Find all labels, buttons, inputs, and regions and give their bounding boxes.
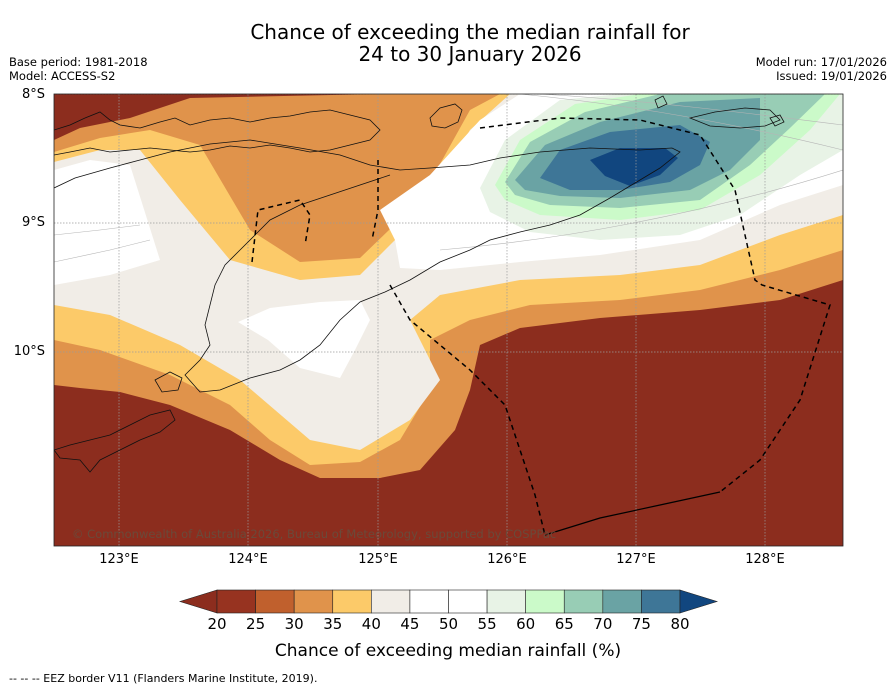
colorbar-tick-40: 40 xyxy=(361,615,381,633)
colorbar-tick-55: 55 xyxy=(477,615,497,633)
colorbar-swatch-65-70 xyxy=(563,589,604,614)
map-title-line2: 24 to 30 January 2026 xyxy=(358,42,582,66)
contour-band-45-55-north xyxy=(54,160,160,285)
colorbar-swatch-75-80 xyxy=(641,589,681,614)
eez-footnote: -- -- -- EEZ border V11 (Flanders Marine… xyxy=(9,672,318,685)
coastline-sumba-rote xyxy=(54,409,176,473)
colorbar-tick-80: 80 xyxy=(670,615,690,633)
coastline-flores xyxy=(54,109,381,156)
model-text: Model: ACCESS-S2 xyxy=(9,69,116,83)
colorbar-swatch-50-55 xyxy=(448,589,488,614)
lon-label-127e: 127°E xyxy=(616,552,656,567)
colorbar-swatch-45-50 xyxy=(409,589,449,614)
lat-label-9s: 9°S xyxy=(21,215,45,230)
colorbar-tick-30: 30 xyxy=(284,615,304,633)
coastline-sawu xyxy=(154,371,183,393)
colorbar-swatch-25-30 xyxy=(255,589,295,614)
coastlines xyxy=(54,95,785,473)
map-title-line1: Chance of exceeding the median rainfall … xyxy=(250,20,690,44)
coastline-small-island xyxy=(654,95,668,109)
colorbar-tick-25: 25 xyxy=(246,615,266,633)
colorbar xyxy=(178,589,719,614)
lon-label-128e: 128°E xyxy=(745,552,785,567)
lon-label-123e: 123°E xyxy=(99,552,139,567)
coastline-kisar xyxy=(769,114,785,127)
colorbar-over-arrow xyxy=(679,589,719,614)
contour-band-above-80 xyxy=(590,148,678,186)
lat-label-8s: 8°S xyxy=(21,87,45,102)
colorbar-under-arrow xyxy=(178,589,218,614)
colorbar-swatch-55-60 xyxy=(486,589,526,614)
lon-label-126e: 126°E xyxy=(487,552,527,567)
colorbar-tick-60: 60 xyxy=(516,615,536,633)
rainfall-probability-map: © Commonwealth of Australia 2026, Bureau… xyxy=(54,94,843,546)
map-frame xyxy=(53,93,844,547)
coastline-wetar xyxy=(688,107,781,129)
colorbar-swatch-35-40 xyxy=(332,589,372,614)
colorbar-swatch-70-75 xyxy=(602,589,642,614)
copyright-text: © Commonwealth of Australia 2026, Bureau… xyxy=(72,527,556,541)
colorbar-tick-20: 20 xyxy=(207,615,227,633)
issued-text: Issued: 19/01/2026 xyxy=(776,69,887,83)
colorbar-swatch-60-65 xyxy=(525,589,565,614)
colorbar-swatch-20-25 xyxy=(216,589,256,614)
eez-border xyxy=(251,117,831,536)
colorbar-swatch-40-45 xyxy=(371,589,411,614)
eez-border-solid xyxy=(544,491,721,536)
lon-label-125e: 125°E xyxy=(358,552,398,567)
coastline-alor xyxy=(429,103,463,129)
colorbar-label: Chance of exceeding median rainfall (%) xyxy=(274,641,622,661)
colorbar-tick-45: 45 xyxy=(400,615,420,633)
colorbar-tick-70: 70 xyxy=(593,615,613,633)
lon-label-124e: 124°E xyxy=(228,552,268,567)
lat-label-10s: 10°S xyxy=(13,344,45,359)
contour-band-45-55-central xyxy=(238,300,370,378)
colorbar-tick-65: 65 xyxy=(554,615,574,633)
colorbar-tick-35: 35 xyxy=(323,615,343,633)
model-run-text: Model run: 17/01/2026 xyxy=(755,55,887,69)
base-period-text: Base period: 1981-2018 xyxy=(9,55,148,69)
coastline-timor xyxy=(54,139,681,393)
colorbar-tick-50: 50 xyxy=(438,615,459,633)
colorbar-swatch-30-35 xyxy=(293,589,334,614)
contour-lines xyxy=(54,94,843,263)
colorbar-tick-75: 75 xyxy=(631,615,651,633)
